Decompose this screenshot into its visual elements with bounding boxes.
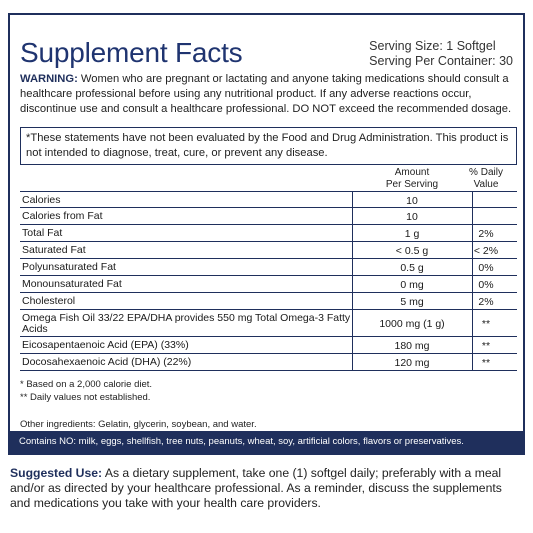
panel-header: Supplement Facts Serving Size: 1 Softgel…: [10, 15, 523, 71]
row-daily-value: **: [481, 357, 491, 369]
warning-text: WARNING: Women who are pregnant or lacta…: [20, 72, 516, 117]
row-amount: 0 mg: [400, 279, 424, 291]
row-daily-value: **: [481, 318, 491, 330]
servings-per-container: Serving Per Container: 30: [369, 54, 513, 68]
header-amount-line1: Amount: [394, 167, 430, 178]
supplement-facts-panel: Supplement Facts Serving Size: 1 Softgel…: [8, 13, 525, 455]
row-amount: 10: [406, 195, 418, 207]
row-daily-value: **: [481, 340, 491, 352]
other-ingredients: Other ingredients: Gelatin, glycerin, so…: [20, 419, 257, 430]
row-daily-value: 0%: [478, 279, 494, 291]
table-row: Docosahexaenoic Acid (DHA) (22%) 120 mg **: [20, 354, 517, 371]
row-name: Omega Fish Oil 33/22 EPA/DHA provides 55…: [22, 312, 351, 335]
header-daily-line1: % Daily: [469, 167, 503, 178]
row-daily-value: < 2%: [473, 245, 499, 257]
table-row: Cholesterol 5 mg 2%: [20, 293, 517, 310]
fda-statement: *These statements have not been evaluate…: [20, 127, 517, 165]
header-amount: Amount Per Serving: [352, 167, 472, 191]
table-header: Amount Per Serving % Daily Value: [20, 167, 517, 191]
row-amount: < 0.5 g: [395, 245, 429, 257]
column-divider-2: [472, 191, 473, 371]
row-amount: 5 mg: [400, 296, 424, 308]
table-body: Calories 10 Calories from Fat 10 Total Fat 1 …: [20, 191, 517, 371]
table-row: Saturated Fat < 0.5 g < 2%: [20, 242, 517, 259]
table-row: Total Fat 1 g 2%: [20, 225, 517, 242]
serving-info: Serving Size: 1 Softgel Serving Per Cont…: [369, 39, 513, 69]
row-amount: 180 mg: [394, 340, 430, 352]
row-name: Saturated Fat: [22, 244, 86, 256]
table-row: Calories 10: [20, 191, 517, 208]
row-daily-value: 0%: [478, 262, 494, 274]
row-daily-value: 2%: [478, 296, 494, 308]
header-amount-line2: Per Serving: [385, 179, 439, 190]
row-amount: 10: [406, 211, 418, 223]
row-daily-value: 2%: [478, 228, 494, 240]
table-row: Polyunsaturated Fat 0.5 g 0%: [20, 259, 517, 276]
suggested-use-label: Suggested Use:: [10, 466, 103, 480]
footnote-calorie-diet: * Based on a 2,000 calorie diet.: [20, 379, 153, 390]
footnote-daily-not-established: ** Daily values not established.: [20, 392, 151, 403]
panel-title: Supplement Facts: [20, 37, 243, 68]
column-divider-1: [352, 191, 353, 371]
contains-no-banner: Contains NO: milk, eggs, shellfish, tree…: [10, 431, 523, 453]
warning-label: WARNING:: [20, 73, 78, 85]
row-name: Total Fat: [22, 227, 63, 239]
header-daily-line2: Value: [473, 179, 499, 190]
row-name: Polyunsaturated Fat: [22, 261, 116, 273]
row-name: Docosahexaenoic Acid (DHA) (22%): [22, 356, 192, 368]
row-name: Cholesterol: [22, 295, 76, 307]
row-name: Monounsaturated Fat: [22, 278, 122, 290]
row-amount: 1000 mg (1 g): [379, 318, 445, 330]
row-amount: 1 g: [404, 228, 420, 240]
table-row: Monounsaturated Fat 0 mg 0%: [20, 276, 517, 293]
row-name: Eicosapentaenoic Acid (EPA) (33%): [22, 339, 189, 351]
serving-size: Serving Size: 1 Softgel: [369, 39, 496, 53]
suggested-use: Suggested Use: As a dietary supplement, …: [10, 466, 525, 511]
row-name: Calories: [22, 194, 61, 206]
row-amount: 120 mg: [394, 357, 430, 369]
suggested-use-text: As a dietary supplement, take one (1) so…: [10, 466, 502, 510]
table-row: Eicosapentaenoic Acid (EPA) (33%) 180 mg *…: [20, 337, 517, 354]
row-name: Calories from Fat: [22, 210, 103, 222]
table-row: Omega Fish Oil 33/22 EPA/DHA provides 55…: [20, 310, 517, 337]
nutrition-table: Amount Per Serving % Daily Value Calorie…: [20, 167, 517, 371]
row-amount: 0.5 g: [400, 262, 424, 274]
warning-body: Women who are pregnant or lactating and …: [20, 73, 512, 115]
table-row: Calories from Fat 10: [20, 208, 517, 225]
header-daily-value: % Daily Value: [456, 167, 516, 191]
footnotes: * Based on a 2,000 calorie diet. ** Dail…: [20, 378, 152, 404]
